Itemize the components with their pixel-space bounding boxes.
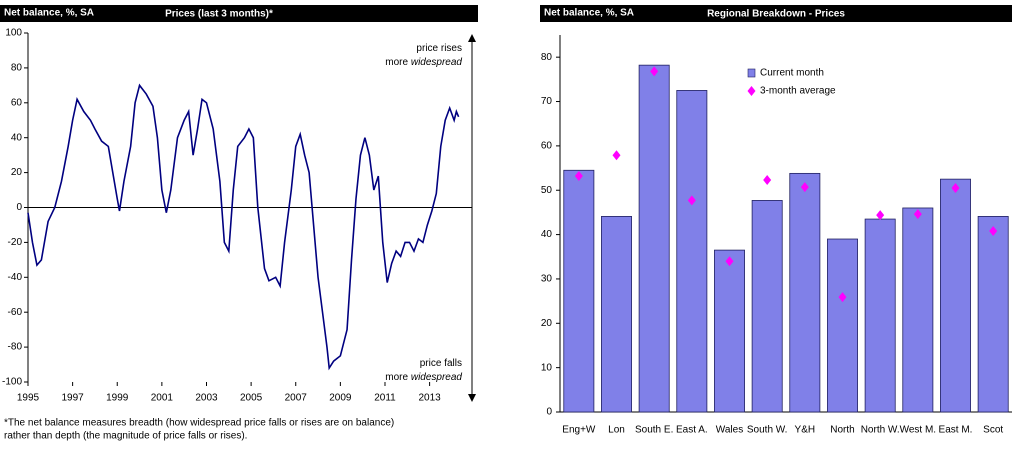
bar: [638, 64, 670, 413]
bar: [902, 207, 934, 413]
y-tick-label: 20: [11, 167, 23, 178]
x-tick-label: 2005: [240, 393, 263, 404]
legend-label: Current month: [760, 68, 824, 79]
header-bar: [0, 5, 478, 22]
x-tick-label: Scot: [983, 425, 1003, 436]
marker: [951, 183, 960, 194]
y-tick-label: 80: [541, 52, 553, 63]
y-tick-label: 50: [541, 185, 553, 196]
chart-title: Prices (last 3 months)*: [165, 9, 273, 20]
x-tick-label: 2009: [329, 393, 352, 404]
x-tick-label: 2001: [151, 393, 174, 404]
x-tick-label: 2011: [374, 393, 396, 404]
marker: [989, 226, 998, 237]
header-bar: [540, 5, 1012, 22]
marker: [612, 150, 621, 161]
annotation-text: more: [385, 57, 408, 68]
legend-swatch: [747, 86, 756, 96]
annotation-emphasis: widespread: [411, 57, 463, 68]
x-tick-label: 1999: [106, 393, 129, 404]
y-tick-label: 70: [541, 96, 553, 107]
bar: [827, 238, 858, 413]
axis-title: Net balance, %, SA: [4, 8, 94, 19]
x-tick-label: East A.: [676, 425, 708, 436]
annotation: price falls: [420, 358, 462, 369]
marker: [574, 171, 583, 182]
marker: [763, 175, 772, 186]
y-tick-label: 40: [541, 229, 553, 240]
annotation: more widespread: [385, 372, 462, 383]
y-tick-label: 60: [11, 97, 23, 108]
x-tick-label: Y&H: [795, 425, 816, 436]
x-tick-label: 1995: [17, 393, 40, 404]
y-tick-label: 80: [11, 63, 23, 74]
x-tick-label: 1997: [61, 393, 84, 404]
marker: [725, 256, 734, 267]
y-tick-label: -20: [8, 237, 23, 248]
x-tick-label: North W.: [861, 425, 900, 436]
y-tick-label: 10: [541, 362, 553, 373]
chart-title: Regional Breakdown - Prices: [707, 9, 845, 20]
bar: [789, 172, 821, 413]
footnote: *The net balance measures breadth (how w…: [4, 418, 394, 429]
annotation: more widespread: [385, 57, 462, 68]
y-tick-label: 30: [541, 274, 553, 285]
bar: [751, 200, 783, 413]
x-tick-label: 2007: [285, 393, 308, 404]
marker: [838, 292, 847, 303]
bar: [563, 169, 595, 413]
bar: [977, 216, 1009, 413]
y-tick-label: -80: [8, 342, 23, 353]
annotation-emphasis: widespread: [411, 372, 463, 383]
legend-label: 3-month average: [760, 86, 836, 97]
line: [27, 83, 460, 371]
annotation-text: price falls: [420, 358, 462, 369]
marker: [650, 66, 659, 77]
marker: [687, 195, 696, 206]
x-tick-label: 2003: [195, 393, 218, 404]
marker: [800, 182, 809, 193]
axis-title: Net balance, %, SA: [544, 8, 634, 19]
x-tick-label: South W.: [747, 425, 788, 436]
bar: [601, 216, 632, 413]
y-tick-label: -100: [2, 377, 22, 388]
x-tick-label: Eng+W: [562, 425, 596, 436]
x-tick-label: Wales: [716, 425, 743, 436]
x-tick-label: East M.: [939, 425, 973, 436]
y-tick-label: 40: [11, 132, 23, 143]
x-tick-label: South E.: [635, 425, 673, 436]
bar: [864, 218, 896, 413]
y-tick-label: 0: [16, 202, 22, 213]
marker: [876, 210, 885, 221]
x-tick-label: Lon: [608, 425, 625, 436]
x-tick-label: 2013: [418, 393, 441, 404]
x-tick-label: North: [830, 425, 854, 436]
bar: [714, 249, 745, 413]
y-tick-label: 20: [541, 318, 553, 329]
marker: [913, 209, 922, 220]
y-tick-label: -40: [8, 272, 23, 283]
bar: [940, 178, 971, 413]
y-tick-label: 60: [541, 141, 553, 152]
x-tick-label: West M.: [900, 425, 936, 436]
annotation: price rises: [416, 43, 462, 54]
annotation-text: more: [385, 372, 408, 383]
annotation-text: price rises: [416, 43, 462, 54]
y-tick-label: 100: [5, 28, 22, 39]
y-tick-label: -60: [8, 307, 23, 318]
legend-swatch: [747, 68, 756, 78]
footnote: rather than depth (the magnitude of pric…: [4, 431, 247, 442]
y-tick-label: 0: [546, 407, 552, 418]
bar: [676, 90, 708, 413]
